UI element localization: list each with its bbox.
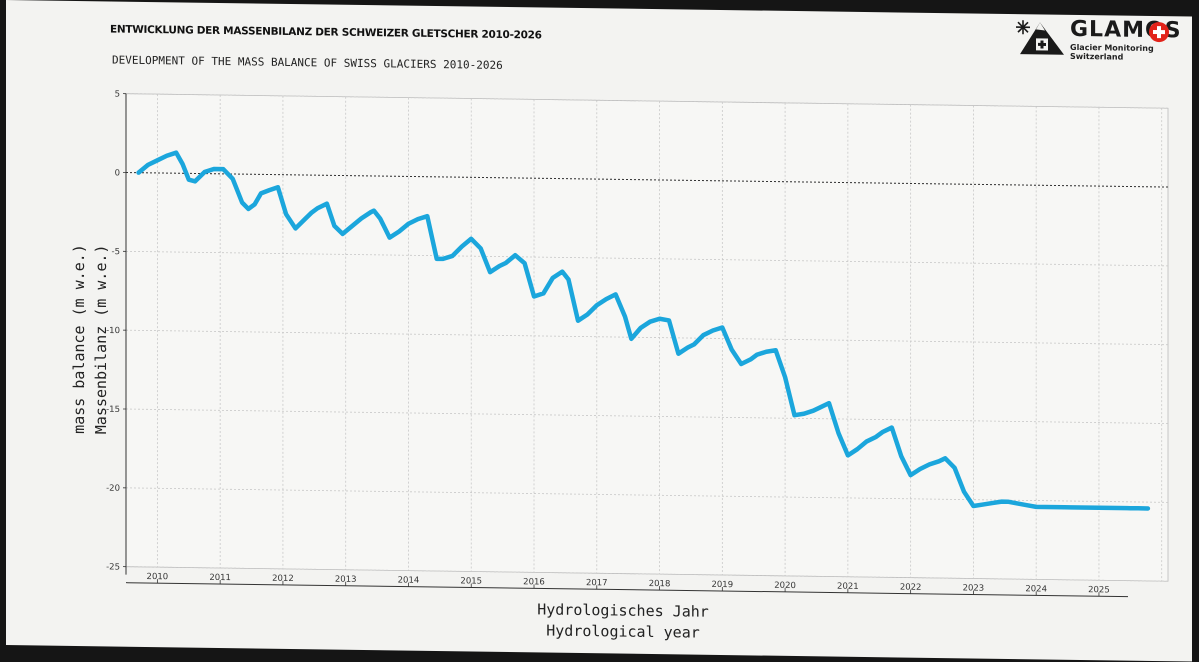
x-tick-label: 2010 [147, 572, 169, 582]
y-tick-label: 5 [115, 90, 120, 100]
x-tick-label: 2023 [963, 583, 985, 593]
x-tick-label: 2014 [398, 575, 420, 585]
grid [126, 94, 1168, 582]
x-tick-label: 2022 [900, 582, 922, 592]
x-tick-label: 2019 [712, 580, 734, 590]
x-tick-label: 2015 [460, 576, 482, 586]
x-tick-label: 2021 [837, 582, 859, 592]
x-tick-label: 2025 [1088, 585, 1110, 595]
x-axis-label: Hydrologisches Jahr Hydrological year [537, 599, 709, 643]
x-axis-label-german: Hydrologisches Jahr [537, 599, 709, 622]
y-tick-label: -15 [106, 405, 120, 415]
x-tick-label: 2011 [209, 573, 231, 583]
x-axis-label-english: Hydrological year [537, 620, 709, 643]
x-tick-label: 2018 [649, 579, 671, 589]
y-tick-label: -10 [106, 326, 120, 336]
x-tick-label: 2013 [335, 575, 357, 585]
mass-balance-chart: 5 0 -5 -10 -15 -20 -25 2010 2011 2012 2013 2014 2015… [6, 0, 1192, 662]
monitor-screen: ENTWICKLUNG DER MASSENBILANZ DER SCHWEIZ… [6, 0, 1192, 662]
y-tick-label: -20 [106, 484, 120, 494]
x-tick-label: 2017 [586, 578, 608, 588]
y-tick-label: -5 [112, 247, 120, 257]
x-tick-label: 2016 [523, 577, 545, 587]
y-tick-label: -25 [106, 562, 120, 572]
x-tick-label: 2012 [272, 574, 294, 584]
y-tick-label: 0 [115, 168, 120, 178]
x-tick-label: 2024 [1025, 584, 1047, 594]
x-tick-label: 2020 [774, 581, 796, 591]
